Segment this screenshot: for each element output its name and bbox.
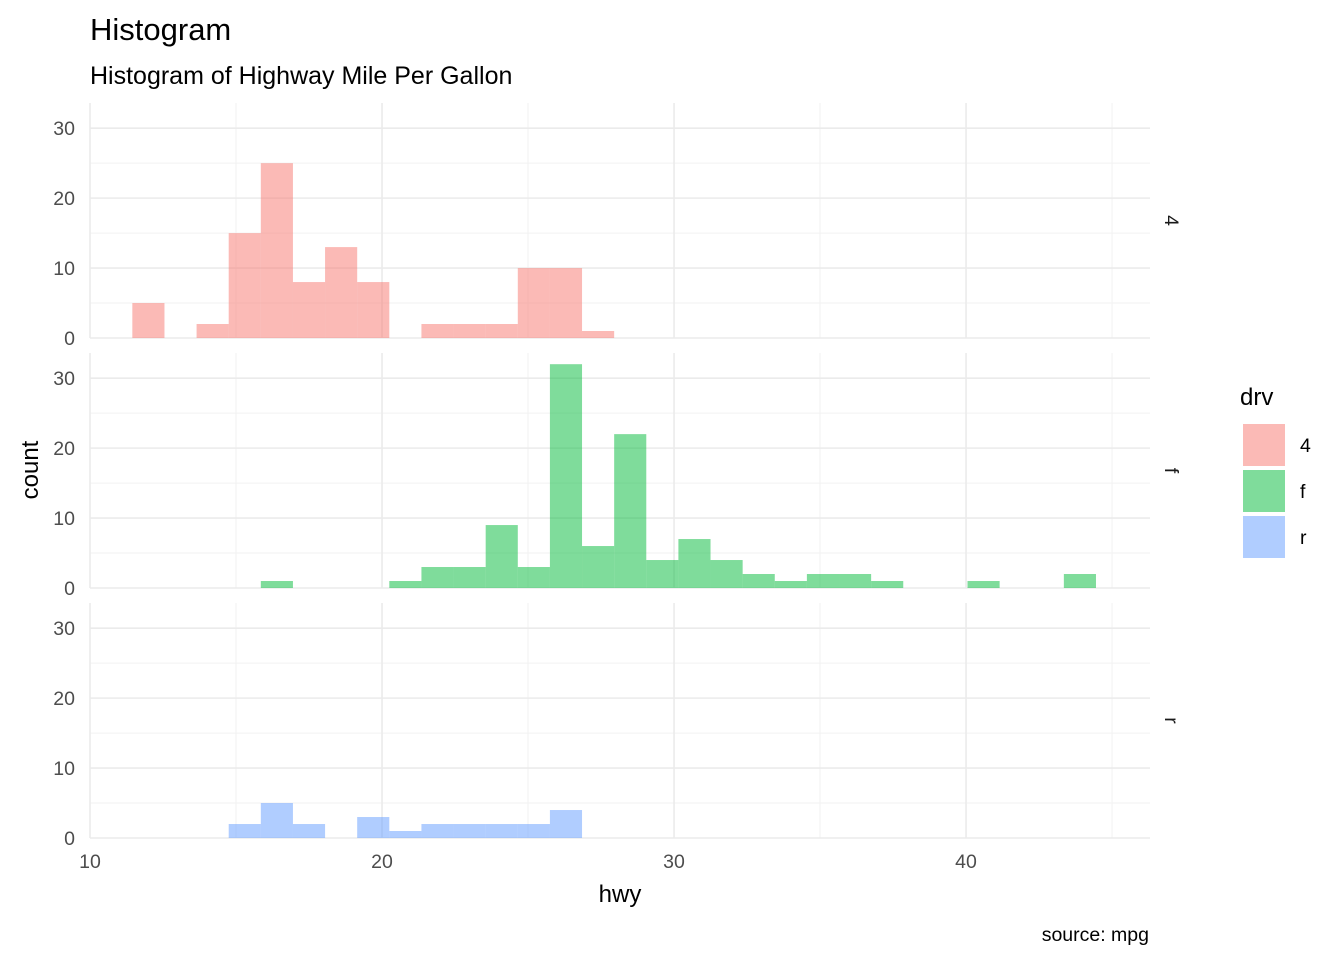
bar-f-bin-16 bbox=[646, 560, 679, 588]
chart-title: Histogram bbox=[90, 12, 231, 47]
bar-r-bin-12 bbox=[517, 824, 550, 838]
bar-f-bin-23 bbox=[871, 581, 904, 588]
strip-label-f: f bbox=[1160, 468, 1182, 474]
legend-label-f: f bbox=[1300, 481, 1306, 503]
legend-key-f bbox=[1241, 468, 1287, 514]
x-tick-label: 20 bbox=[371, 851, 393, 873]
bar-r-bin-3 bbox=[228, 824, 261, 838]
bar-4-bin-14 bbox=[582, 331, 615, 338]
strip-label-r: r bbox=[1160, 717, 1182, 724]
bar-f-bin-9 bbox=[421, 567, 454, 588]
strip-label-4: 4 bbox=[1160, 215, 1182, 226]
bar-r-bin-8 bbox=[389, 831, 422, 838]
bar-4-bin-6 bbox=[325, 247, 358, 338]
bar-r-bin-7 bbox=[357, 817, 390, 838]
y-axis-title: count bbox=[17, 440, 44, 499]
legend-title: drv bbox=[1240, 384, 1273, 411]
legend-label-4: 4 bbox=[1300, 435, 1311, 457]
bar-f-bin-15 bbox=[614, 434, 647, 588]
bar-f-bin-11 bbox=[485, 525, 518, 588]
bar-f-bin-10 bbox=[453, 567, 486, 588]
bar-f-bin-26 bbox=[967, 581, 1000, 588]
y-tick-label: 30 bbox=[53, 118, 75, 140]
bar-f-bin-19 bbox=[742, 574, 775, 588]
bar-f-bin-29 bbox=[1063, 574, 1096, 588]
bar-f-bin-4 bbox=[260, 581, 293, 588]
y-tick-label: 0 bbox=[64, 578, 75, 600]
y-tick-label: 20 bbox=[53, 438, 75, 460]
bar-4-bin-7 bbox=[357, 282, 390, 338]
bar-4-bin-10 bbox=[453, 324, 486, 338]
bar-r-bin-9 bbox=[421, 824, 454, 838]
bar-f-bin-17 bbox=[678, 539, 711, 588]
bar-f-bin-14 bbox=[582, 546, 615, 588]
facet-panel-r: 0 10 20 30 r bbox=[53, 603, 1182, 850]
bar-r-bin-5 bbox=[292, 824, 326, 838]
bar-4-bin-11 bbox=[485, 324, 518, 338]
x-tick-label: 30 bbox=[663, 851, 685, 873]
bar-f-bin-22 bbox=[839, 574, 872, 588]
y-tick-label: 0 bbox=[64, 328, 75, 350]
y-tick-label: 20 bbox=[53, 688, 75, 710]
x-tick-label: 10 bbox=[79, 851, 101, 873]
chart-caption: source: mpg bbox=[1042, 924, 1149, 946]
x-tick-label: 40 bbox=[955, 851, 977, 873]
bar-4-bin-4 bbox=[260, 163, 293, 338]
bar-f-bin-8 bbox=[389, 581, 422, 588]
bar-4-bin-13 bbox=[549, 268, 583, 338]
x-axis-title: hwy bbox=[599, 881, 642, 908]
bar-4-bin-9 bbox=[421, 324, 454, 338]
legend-key-4 bbox=[1241, 422, 1287, 468]
bar-r-bin-11 bbox=[485, 824, 518, 838]
y-tick-label: 0 bbox=[64, 828, 75, 850]
bar-4-bin-0 bbox=[132, 303, 165, 338]
facet-panel-f: 0 10 20 30 f bbox=[53, 353, 1182, 600]
bar-f-bin-20 bbox=[774, 581, 807, 588]
bar-4-bin-2 bbox=[196, 324, 229, 338]
chart-subtitle: Histogram of Highway Mile Per Gallon bbox=[90, 62, 512, 90]
bar-f-bin-18 bbox=[710, 560, 743, 588]
bar-4-bin-3 bbox=[228, 233, 261, 338]
y-tick-label: 10 bbox=[53, 258, 75, 280]
bar-r-bin-4 bbox=[260, 803, 293, 838]
bar-4-bin-5 bbox=[292, 282, 326, 338]
bar-r-bin-10 bbox=[453, 824, 486, 838]
legend-key-r bbox=[1241, 514, 1287, 560]
x-axis-ticks: 10 20 30 40 bbox=[79, 851, 977, 873]
y-tick-label: 10 bbox=[53, 508, 75, 530]
y-tick-label: 30 bbox=[53, 618, 75, 640]
bar-r-bin-13 bbox=[549, 810, 583, 838]
legend: drv 4 f r bbox=[1240, 384, 1311, 560]
y-tick-label: 30 bbox=[53, 368, 75, 390]
bar-f-bin-12 bbox=[517, 567, 550, 588]
bar-f-bin-13 bbox=[549, 364, 583, 588]
facet-panel-4: 0 10 20 30 4 bbox=[53, 103, 1182, 350]
bar-4-bin-12 bbox=[517, 268, 550, 338]
y-tick-label: 20 bbox=[53, 188, 75, 210]
legend-label-r: r bbox=[1300, 527, 1307, 549]
bar-f-bin-21 bbox=[806, 574, 840, 588]
y-tick-label: 10 bbox=[53, 758, 75, 780]
